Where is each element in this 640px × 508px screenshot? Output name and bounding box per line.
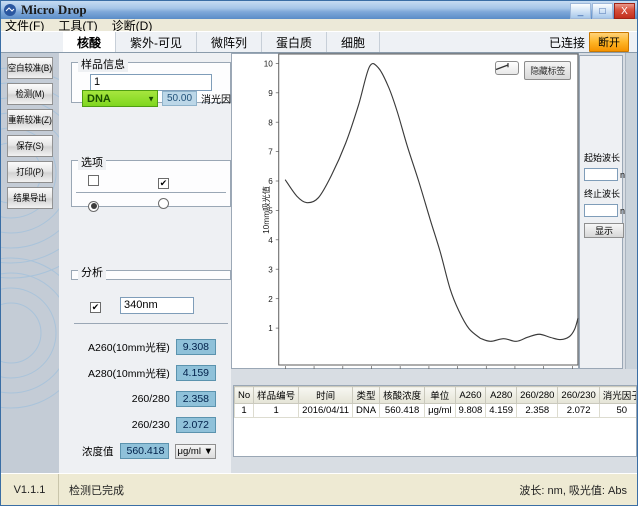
svg-text:10: 10 (264, 60, 273, 69)
svg-text:7: 7 (268, 148, 273, 157)
svg-text:9: 9 (268, 89, 273, 98)
svg-text:10mm吸光值: 10mm吸光值 (261, 186, 271, 234)
svg-text:1: 1 (268, 324, 273, 333)
svg-text:6: 6 (268, 177, 273, 186)
svg-text:2: 2 (268, 295, 273, 304)
svg-text:3: 3 (268, 265, 273, 274)
svg-text:8: 8 (268, 118, 273, 127)
svg-text:4: 4 (268, 236, 273, 245)
